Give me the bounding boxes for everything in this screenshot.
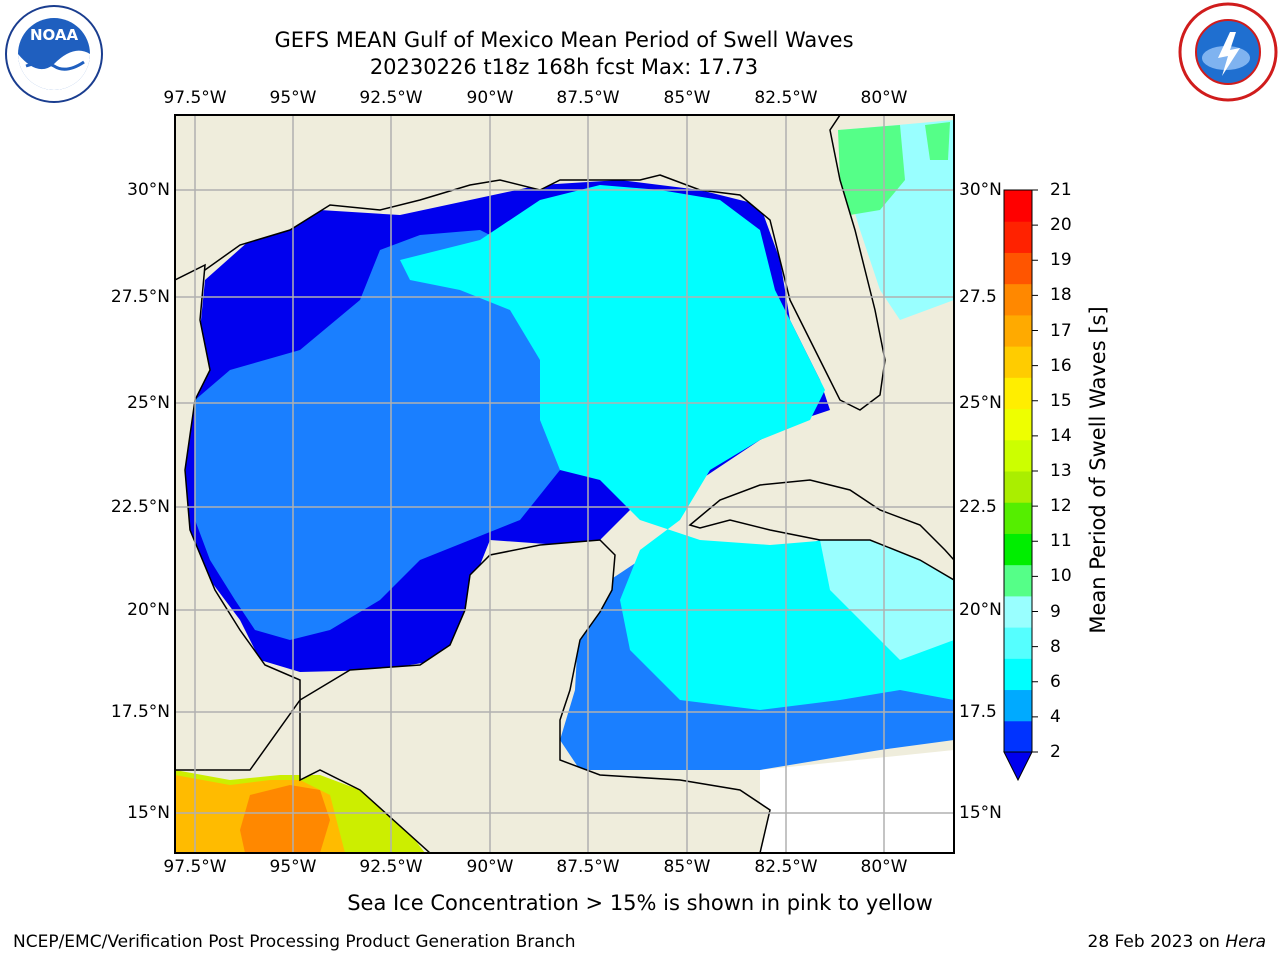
colorbar-tick-label: 10 xyxy=(1050,566,1072,587)
colorbar-swatch xyxy=(1004,439,1032,472)
colorbar-tick-label: 14 xyxy=(1050,425,1072,446)
lat-label-left: 30°N xyxy=(127,180,170,200)
colorbar-swatch xyxy=(1004,658,1032,691)
colorbar-swatch xyxy=(1004,720,1032,753)
swell-region-6-8s xyxy=(400,185,954,710)
colorbar-tick-label: 18 xyxy=(1050,285,1072,306)
lat-label-right: 30°N xyxy=(959,180,1002,200)
lon-label-bottom: 92.5°W xyxy=(359,857,423,877)
sea-ice-note: Sea Ice Concentration > 15% is shown in … xyxy=(347,891,933,915)
lon-label-bottom: 80°W xyxy=(860,857,908,877)
map-title: GEFS MEAN Gulf of Mexico Mean Period of … xyxy=(274,28,854,52)
map-subtitle: 20230226 t18z 168h fcst Max: 17.73 xyxy=(369,55,759,79)
colorbar-swatch xyxy=(1004,283,1032,316)
swell-region-9-10s xyxy=(838,125,905,215)
colorbar xyxy=(1003,189,1038,782)
colorbar-tick-label: 19 xyxy=(1050,250,1072,271)
colorbar-tick-label: 21 xyxy=(1050,180,1072,200)
lat-label-left: 15°N xyxy=(127,803,170,823)
nws-logo xyxy=(1178,2,1278,106)
colorbar-swatch xyxy=(1004,689,1032,722)
map-gridlines xyxy=(175,115,954,853)
lon-label-bottom: 87.5°W xyxy=(556,857,620,877)
colorbar-swatch xyxy=(1004,533,1032,566)
swell-region-4-6s xyxy=(195,230,570,640)
swell-region-17-18s xyxy=(240,785,330,853)
lon-label-bottom: 82.5°W xyxy=(754,857,818,877)
lon-label-top: 87.5°W xyxy=(556,88,620,108)
lat-label-right: 25°N xyxy=(959,393,1002,413)
svg-text:NOAA: NOAA xyxy=(30,26,79,44)
colorbar-swatch xyxy=(1004,221,1032,253)
colorbar-swatch xyxy=(1004,346,1032,378)
lat-label-left: 25°N xyxy=(127,393,170,413)
colorbar-swatch xyxy=(1004,627,1032,659)
lon-label-top: 92.5°W xyxy=(359,88,423,108)
colorbar-tick-label: 12 xyxy=(1050,496,1072,517)
lon-label-top: 80°W xyxy=(860,88,908,108)
colorbar-tick-label: 20 xyxy=(1050,215,1072,236)
colorbar-swatch xyxy=(1004,408,1032,441)
lat-label-right: 20°N xyxy=(959,600,1002,620)
colorbar-tick-label: 15 xyxy=(1050,390,1072,411)
map-frame xyxy=(174,114,955,854)
lon-label-bottom: 95°W xyxy=(269,857,317,877)
swell-region-8-9s xyxy=(820,530,954,660)
lon-label-top: 90°W xyxy=(466,88,514,108)
lon-label-top: 85°W xyxy=(663,88,711,108)
noaa-logo: NOAA xyxy=(4,4,104,108)
lon-label-top: 97.5°W xyxy=(163,88,227,108)
colorbar-tick-label: 17 xyxy=(1050,320,1072,341)
colorbar-tick-label: 4 xyxy=(1050,706,1061,727)
colorbar-swatch xyxy=(1004,564,1032,597)
lon-label-bottom: 85°W xyxy=(663,857,711,877)
colorbar-swatch xyxy=(1004,471,1032,503)
colorbar-tick-label: 13 xyxy=(1050,461,1072,481)
ocean-nodata-area xyxy=(760,750,954,853)
colorbar-swatch xyxy=(1004,595,1032,628)
footer-branch: NCEP/EMC/Verification Post Processing Pr… xyxy=(13,932,576,952)
lat-label-right: 17.5 xyxy=(959,702,997,722)
colorbar-tick-label: 6 xyxy=(1050,671,1061,692)
colorbar-tick-label: 2 xyxy=(1050,742,1061,762)
lat-label-right: 15°N xyxy=(959,803,1002,823)
colorbar-swatch xyxy=(1004,502,1032,534)
lat-label-left: 17.5°N xyxy=(110,702,170,722)
colorbar-label: Mean Period of Swell Waves [s] xyxy=(1086,306,1110,634)
colorbar-swatch xyxy=(1004,377,1032,410)
colorbar-swatch xyxy=(1004,252,1032,285)
colorbar-tick-label: 16 xyxy=(1050,355,1072,376)
lon-label-top: 95°W xyxy=(269,88,317,108)
land-cuba xyxy=(688,479,954,581)
colorbar-swatch xyxy=(1004,190,1032,222)
swell-region-9-10s xyxy=(925,122,950,160)
lat-label-right: 22.5 xyxy=(959,497,997,517)
land-texas-coast xyxy=(175,263,301,771)
lat-label-right: 27.5 xyxy=(959,287,997,307)
lon-label-bottom: 90°W xyxy=(466,857,514,877)
colorbar-tick-label: 8 xyxy=(1050,636,1061,657)
colorbar-tick-label: 9 xyxy=(1050,601,1061,622)
lat-label-left: 27.5°N xyxy=(110,287,170,307)
lon-label-top: 82.5°W xyxy=(754,88,818,108)
land-mexico-yucatan xyxy=(299,539,771,853)
footer-date: 28 Feb 2023 on Hera xyxy=(1087,932,1266,952)
colorbar-tick-label: 11 xyxy=(1050,531,1072,552)
lat-label-left: 20°N xyxy=(127,600,170,620)
colorbar-extend-arrow xyxy=(1003,751,1033,782)
colorbar-swatch xyxy=(1004,314,1032,347)
lon-label-bottom: 97.5°W xyxy=(163,857,227,877)
lat-label-left: 22.5°N xyxy=(110,497,170,517)
